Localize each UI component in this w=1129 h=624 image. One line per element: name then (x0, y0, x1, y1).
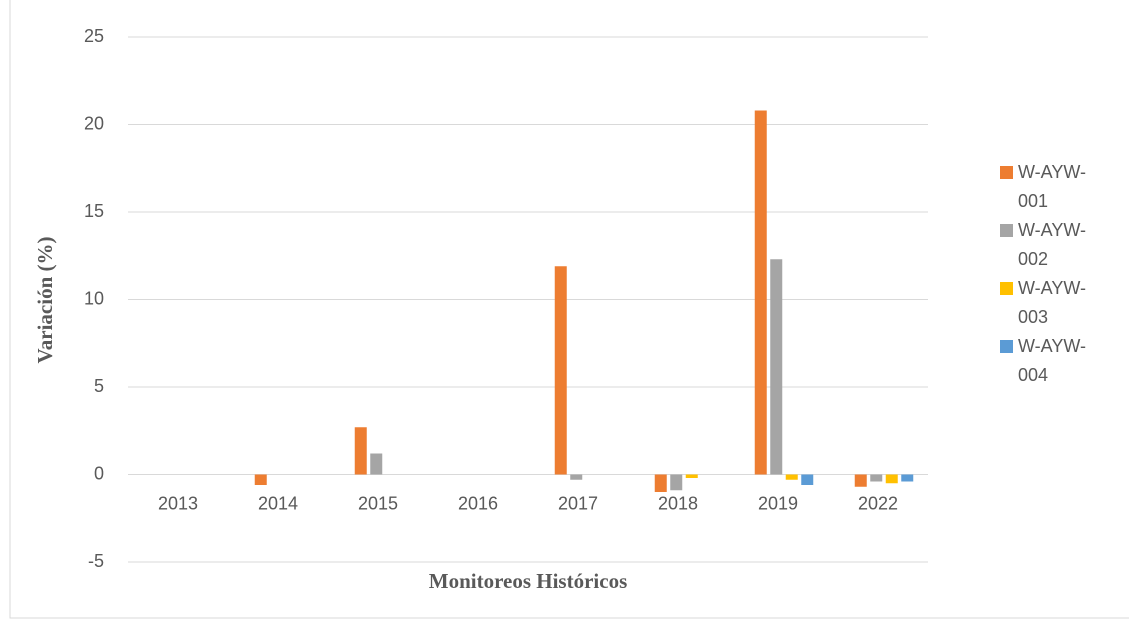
bar (870, 474, 883, 482)
bar (901, 474, 914, 482)
x-tick-label: 2022 (858, 493, 898, 513)
bar (554, 266, 567, 475)
y-axis-title: Variación (%) (33, 237, 57, 364)
bar (570, 474, 583, 480)
legend-label: W-AYW-003 (1018, 278, 1086, 327)
y-tick-label: 15 (84, 201, 104, 221)
bar (685, 474, 698, 478)
legend-item: W-AYW-001 (1000, 158, 1090, 216)
chart-border (9, 0, 1129, 619)
y-tick-label: 10 (84, 288, 104, 308)
y-tick-label: 5 (94, 376, 104, 396)
legend-label: W-AYW-004 (1018, 336, 1086, 385)
legend-swatch (1000, 340, 1013, 353)
legend: W-AYW-001 W-AYW-002 W-AYW-003 W-AYW-004 (1000, 158, 1090, 390)
y-tick-label: 25 (84, 26, 104, 46)
bar (770, 259, 783, 475)
x-tick-label: 2018 (658, 493, 698, 513)
bar (785, 474, 798, 480)
x-tick-label: 2013 (158, 493, 198, 513)
bar (854, 474, 867, 487)
legend-swatch (1000, 224, 1013, 237)
legend-swatch (1000, 166, 1013, 179)
x-tick-label: 2014 (258, 493, 298, 513)
bar (754, 110, 767, 475)
legend-item: W-AYW-002 (1000, 216, 1090, 274)
bar (670, 474, 683, 491)
x-tick-label: 2019 (758, 493, 798, 513)
legend-swatch (1000, 282, 1013, 295)
y-tick-label: 20 (84, 113, 104, 133)
legend-item: W-AYW-003 (1000, 274, 1090, 332)
legend-label: W-AYW-001 (1018, 162, 1086, 211)
bar (354, 427, 367, 475)
bar (801, 474, 814, 485)
bar (254, 474, 267, 485)
bar (370, 453, 383, 475)
bar (885, 474, 898, 484)
y-tick-label: -5 (88, 551, 104, 571)
y-tick-label: 0 (94, 463, 104, 483)
x-tick-label: 2017 (558, 493, 598, 513)
legend-label: W-AYW-002 (1018, 220, 1086, 269)
bar (654, 474, 667, 492)
x-tick-label: 2016 (458, 493, 498, 513)
legend-item: W-AYW-004 (1000, 332, 1090, 390)
x-tick-label: 2015 (358, 493, 398, 513)
x-axis-title: Monitoreos Históricos (429, 569, 628, 593)
